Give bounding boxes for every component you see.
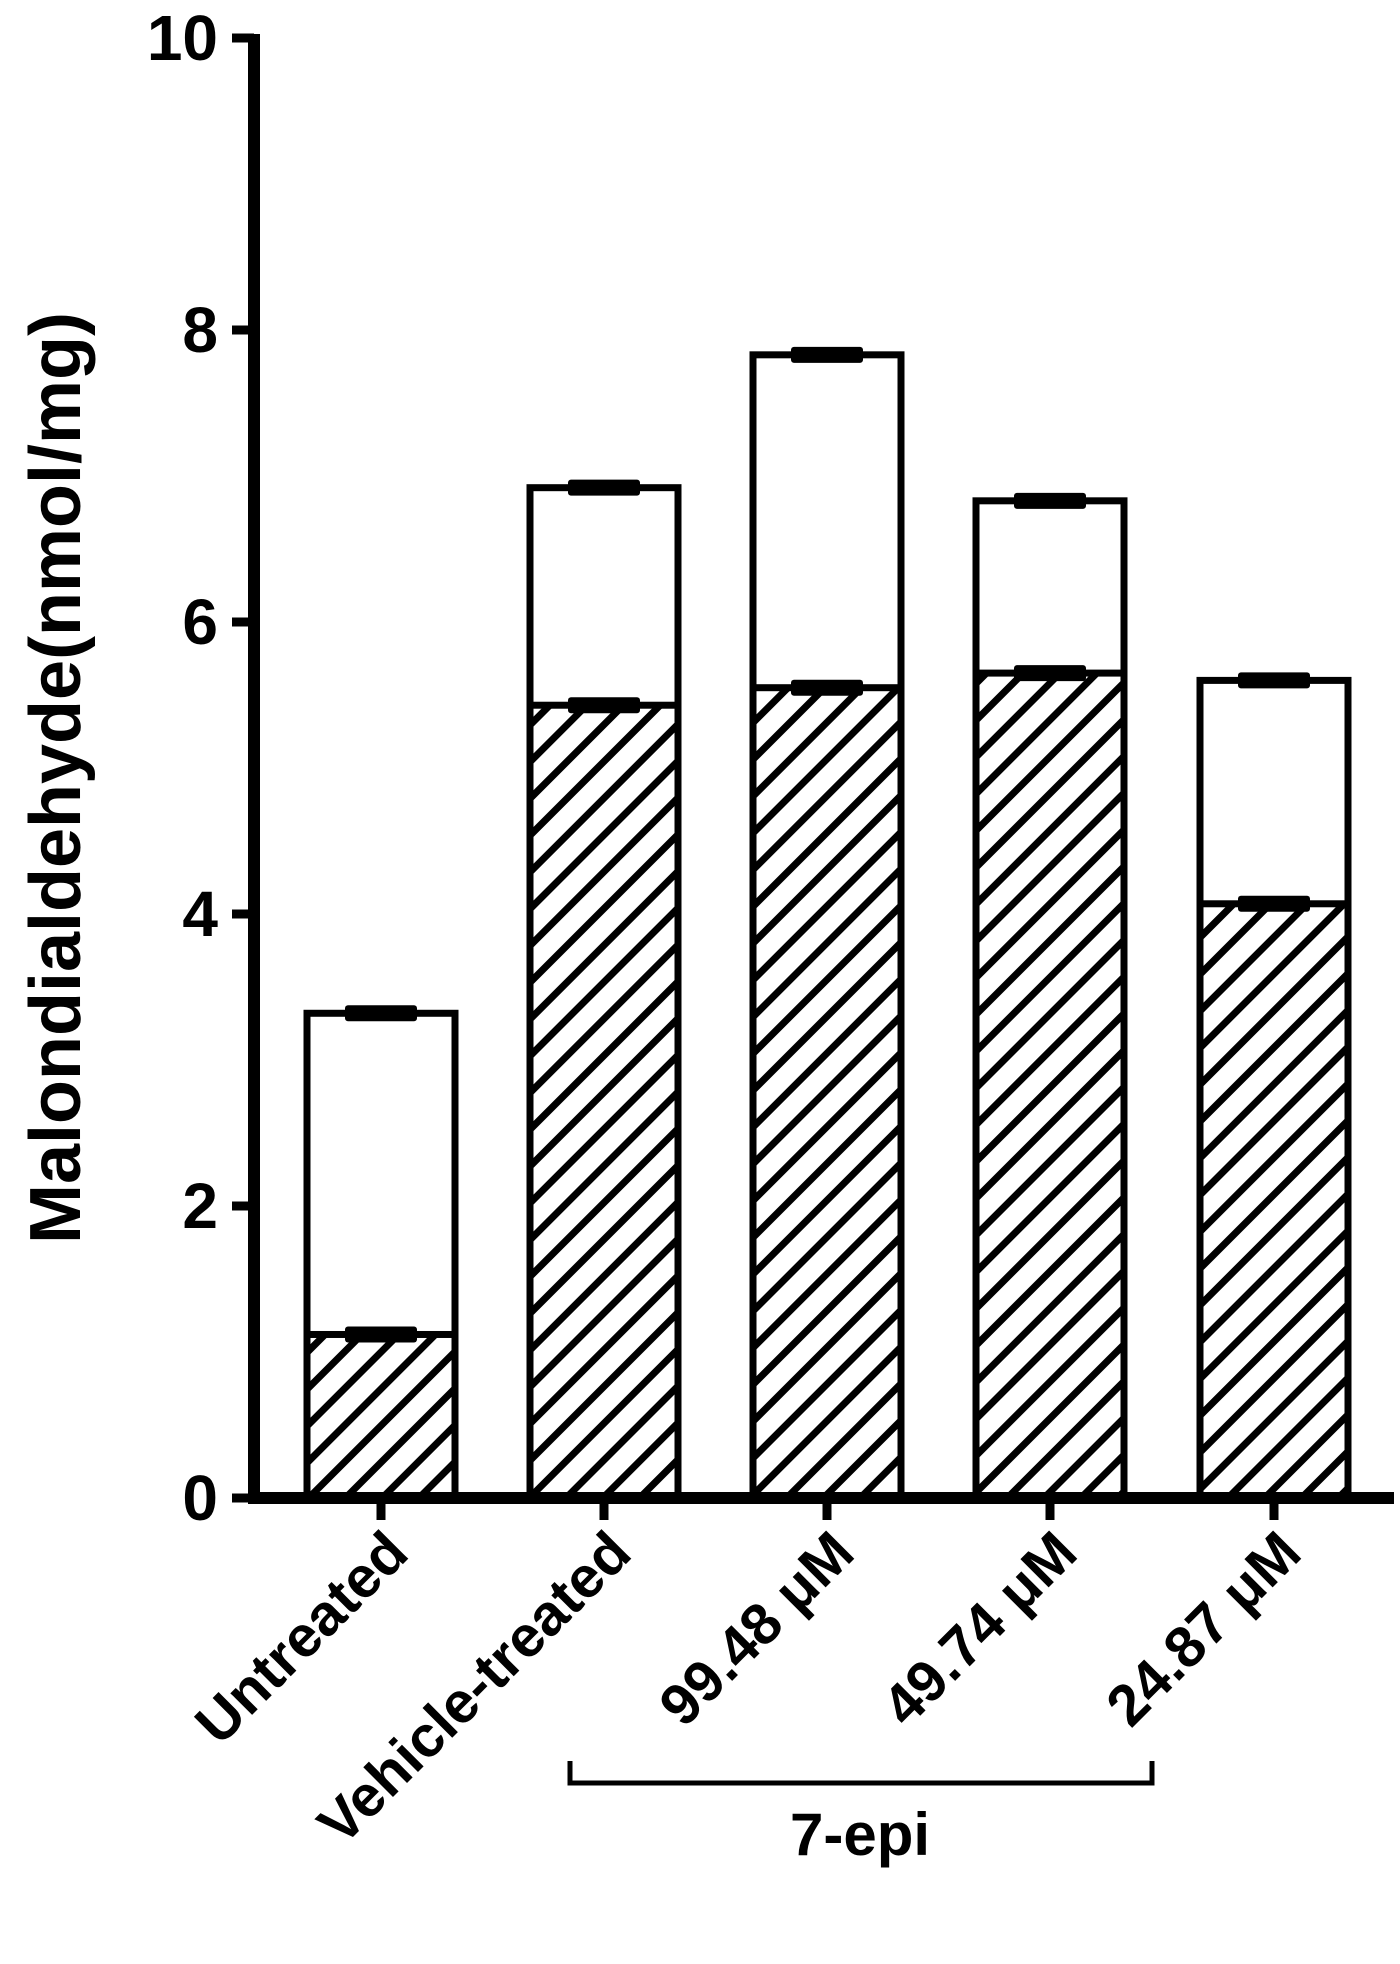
y-axis-title: Malondialdehyde(nmol/mg) (16, 312, 96, 1244)
bar-hatched (972, 669, 1128, 1502)
error-bar-hatched (568, 697, 640, 714)
error-bar-hatched (345, 1326, 417, 1343)
y-tick-label: 2 (182, 1170, 218, 1242)
error-bar-white (568, 479, 640, 496)
y-tick-label: 10 (147, 2, 218, 74)
bar-group (749, 346, 905, 1502)
bar-hatched (526, 701, 682, 1502)
axes-layer (232, 33, 1394, 1520)
x-tick-label: Untreated (183, 1519, 420, 1756)
group-bracket (567, 1761, 1155, 1786)
x-tick-label: 99.48 μM (647, 1519, 866, 1738)
x-tick-label: 49.74 μM (870, 1519, 1089, 1738)
error-bar-hatched (1238, 895, 1310, 912)
bar-hatched (749, 684, 905, 1502)
error-bar-white (791, 346, 863, 363)
bar-hatched (1196, 900, 1352, 1502)
y-tick-label: 0 (182, 1462, 218, 1534)
bar-group (972, 492, 1128, 1502)
error-bar-white (345, 1005, 417, 1022)
error-bar-hatched (791, 679, 863, 696)
error-bar-white (1238, 672, 1310, 689)
error-bar-white (1014, 492, 1086, 509)
x-tick-label: 24.87 μM (1094, 1519, 1313, 1738)
group-label: 7-epi (790, 1801, 930, 1868)
bar-group (303, 1005, 459, 1502)
bar-group (526, 479, 682, 1502)
bar-group (1196, 672, 1352, 1502)
y-tick-label: 4 (182, 878, 218, 950)
error-bar-hatched (1014, 665, 1086, 682)
y-tick-label: 6 (182, 586, 218, 658)
bars-layer (303, 346, 1352, 1502)
bar-hatched (303, 1330, 459, 1502)
y-tick-label: 8 (182, 294, 218, 366)
